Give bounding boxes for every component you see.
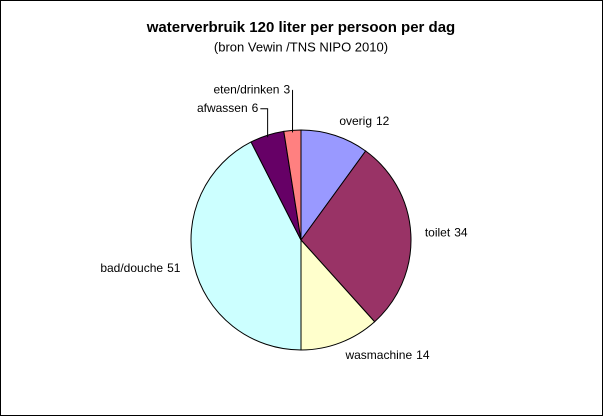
category-label: wasmachine [344, 348, 412, 362]
chart-title: waterverbruik 120 liter per persoon per … [146, 19, 455, 36]
value-label: 14 [416, 348, 430, 362]
pie-slice [300, 150, 412, 323]
leader-line [260, 108, 269, 138]
value-label: 12 [376, 114, 390, 128]
category-label: toilet [425, 226, 451, 240]
value-label: 6 [252, 101, 259, 115]
value-label: 34 [454, 226, 468, 240]
data-label: toilet 34 [425, 226, 468, 240]
value-label: 3 [283, 83, 290, 97]
pie-slice [190, 141, 302, 351]
chart-subtitle: (bron Vewin /TNS NIPO 2010) [214, 39, 388, 54]
data-label: eten/drinken 3 [213, 83, 290, 97]
data-label: bad/douche 51 [100, 261, 180, 275]
category-label: bad/douche [100, 261, 163, 275]
pie-slice [300, 238, 376, 351]
data-label: afwassen 6 [197, 101, 259, 115]
category-label: afwassen [197, 101, 248, 115]
data-label: wasmachine 14 [344, 348, 429, 362]
value-label: 51 [167, 261, 181, 275]
data-label: overig 12 [339, 114, 389, 128]
category-label: eten/drinken [213, 83, 279, 97]
category-label: overig [339, 114, 372, 128]
